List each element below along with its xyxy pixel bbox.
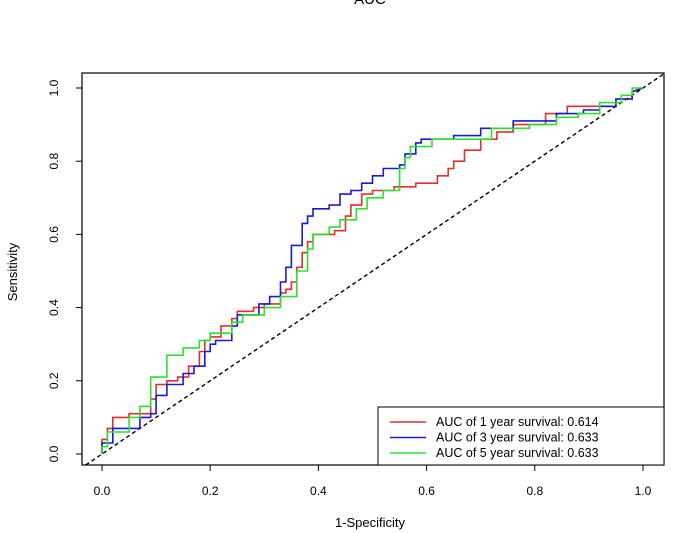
roc-curve-1 [101, 87, 644, 454]
x-tick-label: 1.0 [635, 484, 652, 498]
reference-diagonal-line [85, 73, 665, 466]
x-tick-label: 0.6 [418, 484, 435, 498]
roc-curves [101, 87, 644, 454]
x-tick-label: 0.4 [310, 484, 327, 498]
y-tick-label: 0.0 [47, 445, 61, 462]
legend-label: AUC of 3 year survival: 0.633 [436, 431, 599, 445]
x-tick-label: 0.2 [202, 484, 219, 498]
x-axis: 0.0 0.2 0.4 0.6 0.8 1.0 [94, 465, 652, 498]
x-axis-title: 1-Specificity [335, 515, 406, 530]
plot-frame [81, 72, 665, 466]
y-axis: 0.0 0.2 0.4 0.6 0.8 1.0 [47, 79, 82, 462]
x-tick-label: 0.8 [526, 484, 543, 498]
plot-area [81, 72, 665, 466]
y-tick-label: 1.0 [47, 79, 61, 96]
roc-curve-3 [101, 87, 643, 454]
legend-box [377, 406, 665, 466]
y-tick-label: 0.6 [47, 226, 61, 243]
y-tick-label: 0.2 [47, 372, 61, 389]
legend-label: AUC of 5 year survival: 0.633 [436, 446, 599, 460]
legend-label: AUC of 1 year survival: 0.614 [436, 415, 599, 429]
chart-title: AUC [354, 0, 386, 8]
legend: AUC of 1 year survival: 0.614 AUC of 3 ye… [377, 406, 665, 466]
y-tick-label: 0.4 [47, 299, 61, 316]
y-axis-title: Sensitivity [5, 242, 20, 301]
diagonal-reference-line [85, 73, 665, 466]
x-tick-label: 0.0 [94, 484, 111, 498]
y-tick-label: 0.8 [47, 153, 61, 170]
